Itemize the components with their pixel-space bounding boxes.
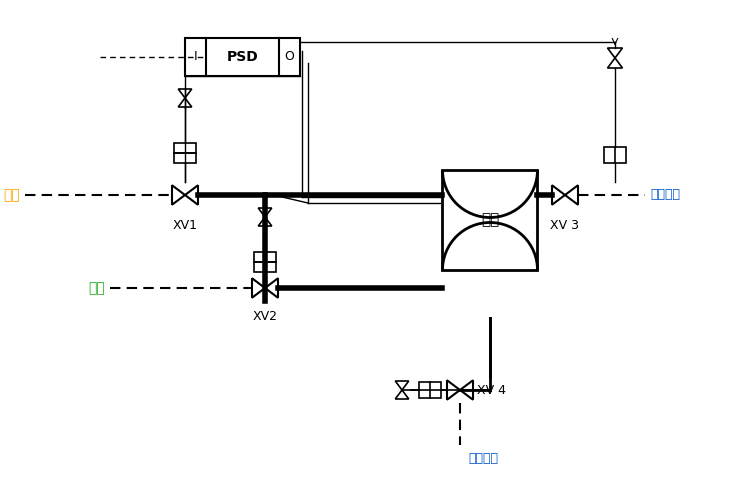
Bar: [254, 262, 276, 272]
Text: XV 3: XV 3: [551, 219, 579, 232]
Bar: [174, 143, 196, 153]
Bar: [174, 153, 196, 163]
Text: 容器: 容器: [481, 213, 499, 228]
Bar: [419, 382, 441, 398]
Bar: [185, 38, 300, 76]
Text: PSD: PSD: [226, 50, 259, 64]
Bar: [604, 147, 626, 163]
Text: 气体排出: 气体排出: [650, 188, 680, 201]
Text: 液体输出: 液体输出: [468, 452, 498, 465]
Bar: [254, 252, 276, 262]
Text: XV2: XV2: [253, 310, 278, 323]
Text: 进料: 进料: [3, 188, 20, 202]
Text: 喷砂: 喷砂: [88, 281, 105, 295]
Text: I: I: [193, 51, 197, 64]
Text: XV 4: XV 4: [477, 384, 506, 397]
Bar: [442, 170, 537, 270]
Text: XV1: XV1: [173, 219, 198, 232]
Text: O: O: [284, 51, 295, 64]
